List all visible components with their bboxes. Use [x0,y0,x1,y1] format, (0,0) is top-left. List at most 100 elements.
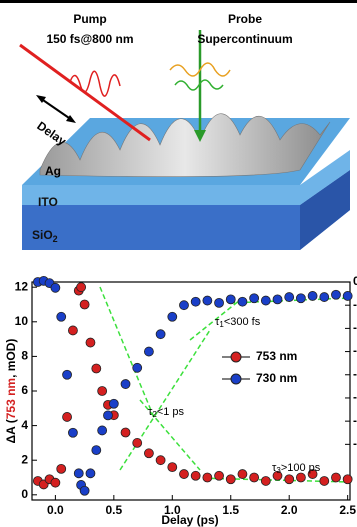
x-tick-label: 2.0 [281,503,298,517]
data-point [237,469,248,479]
y-tick-label: 2 [21,452,28,466]
y2-tick-label: -14 [353,437,357,451]
probe-spec: Supercontinuum [197,32,292,46]
data-point [50,282,61,293]
y-tick-label: 0 [21,487,28,501]
probe-label: Probe [228,12,262,26]
data-point [103,410,113,421]
delay-arrowhead [66,115,76,123]
sio2-layer [22,170,350,250]
data-point [249,293,260,304]
data-point [144,346,154,357]
data-point [214,470,224,481]
data-point [295,472,306,483]
data-point [331,289,341,300]
data-point [284,474,295,485]
data-point [120,427,131,438]
pump-spec: 150 fs@800 nm [46,32,133,46]
data-point [68,325,78,336]
data-point [272,294,283,305]
data-point [190,296,201,307]
probe-pulse [174,79,224,91]
data-point [73,468,84,479]
x-tick-label: 0.0 [47,503,64,517]
ag-surface [39,113,331,177]
data-point [319,292,330,302]
data-point [97,386,108,396]
data-point [56,311,67,322]
pump-pulse [69,70,121,97]
data-point [225,474,236,485]
data-point [202,472,213,483]
annotation: τ3>100 ps [272,462,321,475]
data-point [272,470,283,481]
data-point [307,469,318,479]
data-point [331,472,341,483]
legend-label: 730 nm [256,371,297,385]
data-point [132,438,143,448]
data-point [167,311,178,322]
data-point [144,448,154,459]
y-tick-label: 8 [21,349,28,363]
marks [32,275,353,496]
y-tick-label: 12 [15,279,29,293]
data-point [249,472,260,483]
data-point [97,425,108,436]
y2-tick-label: -12 [353,413,357,427]
data-point [62,412,72,422]
side-face [300,170,350,250]
data-point [260,295,271,306]
pump-label: Pump [73,12,106,26]
ito-label: ITO [38,195,58,209]
data-point [319,476,330,486]
data-point [342,474,353,485]
legend-marker [230,373,242,385]
y-tick-label: 10 [15,314,29,328]
data-point [295,293,306,304]
y2-tick-label: -2 [353,297,357,311]
data-point [68,427,78,438]
y2-tick-label: -4 [353,321,357,335]
data-point [155,455,166,466]
ito-layer [22,150,350,205]
data-point [179,469,189,479]
delay-arrow [39,97,73,121]
x-tick-label: 1.5 [222,503,239,517]
y-tick-label: 4 [21,418,28,432]
data-point [62,369,72,380]
data-point [56,463,67,474]
data-point [237,296,248,307]
data-point [260,476,271,486]
data-point [79,299,90,310]
x-axis-label: Delay (ps) [161,513,218,527]
data-point [120,379,131,389]
x-tick-label: 0.5 [105,503,122,517]
data-point [85,468,96,479]
data-point [91,445,102,456]
top-bar [0,0,357,3]
probe-arrow [194,130,206,142]
data-point [284,292,295,302]
annotation: τ1<300 fs [215,316,261,329]
data-point [108,398,119,409]
legend-label: 753 nm [256,349,297,363]
data-point [214,297,224,308]
data-point [307,291,318,301]
delay-arrowhead [36,95,46,103]
y2-tick-label: -6 [353,344,357,358]
probe-pulse [169,62,231,77]
y-tick-label: 6 [21,383,28,397]
data-point [202,295,213,306]
data-point [167,462,178,473]
data-point [79,485,90,496]
data-point [179,300,189,311]
data-point [190,470,201,481]
y2-tick-label: -10 [353,390,357,404]
data-point [85,337,96,348]
data-point [132,362,143,373]
data-point [225,294,236,305]
data-point [50,477,61,488]
y2-tick-label: 0 [353,274,357,288]
